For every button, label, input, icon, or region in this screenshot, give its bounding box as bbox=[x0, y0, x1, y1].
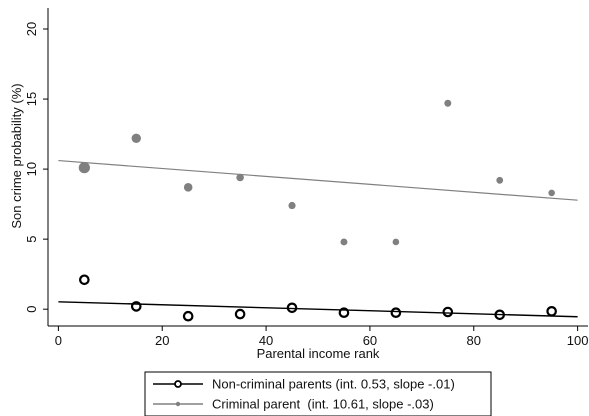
data-point bbox=[78, 162, 90, 174]
data-point bbox=[236, 173, 244, 182]
data-point bbox=[79, 274, 90, 286]
data-point bbox=[286, 302, 298, 314]
fit-line bbox=[58, 301, 578, 318]
data-point bbox=[442, 306, 454, 318]
y-tick-label: 0 bbox=[24, 306, 39, 313]
plot-area: 0 20 40 60 80 100 0 5 10 15 20 bbox=[24, 8, 588, 348]
data-point bbox=[340, 238, 348, 246]
fit-line bbox=[58, 159, 578, 201]
data-point bbox=[130, 301, 142, 312]
x-tick-label: 80 bbox=[467, 333, 481, 348]
data-point bbox=[548, 189, 555, 197]
x-tick-label: 0 bbox=[55, 333, 62, 348]
y-tick-label: 20 bbox=[24, 22, 39, 36]
data-point bbox=[338, 307, 350, 318]
data-point bbox=[390, 307, 402, 318]
data-point bbox=[444, 99, 452, 107]
data-point bbox=[392, 238, 400, 246]
legend-box bbox=[144, 371, 492, 416]
x-tick-label: 20 bbox=[155, 333, 169, 348]
data-point bbox=[546, 305, 557, 317]
y-tick-label: 10 bbox=[24, 162, 39, 176]
data-point bbox=[234, 308, 246, 320]
legend-marker bbox=[175, 401, 181, 407]
x-tick-label: 40 bbox=[259, 333, 273, 348]
data-point bbox=[131, 133, 141, 143]
data-point bbox=[183, 183, 193, 192]
legend-label: Non-criminal parents (int. 0.53, slope -… bbox=[212, 377, 455, 392]
x-axis-title: Parental income rank bbox=[257, 346, 380, 361]
x-tick-label: 60 bbox=[363, 333, 377, 348]
y-tick-label: 15 bbox=[24, 92, 39, 106]
data-point bbox=[182, 310, 194, 322]
y-tick-label: 5 bbox=[24, 236, 39, 243]
legend-label: Criminal parent (int. 10.61, slope -.03) bbox=[212, 397, 434, 412]
legend-marker bbox=[174, 380, 182, 388]
data-point bbox=[288, 201, 296, 210]
data-point bbox=[496, 176, 504, 184]
x-tick-label: 100 bbox=[567, 333, 589, 348]
data-point bbox=[494, 309, 506, 321]
y-axis-title: Son crime probability (%) bbox=[9, 83, 24, 228]
legend: Non-criminal parents (int. 0.53, slope -… bbox=[144, 371, 492, 416]
